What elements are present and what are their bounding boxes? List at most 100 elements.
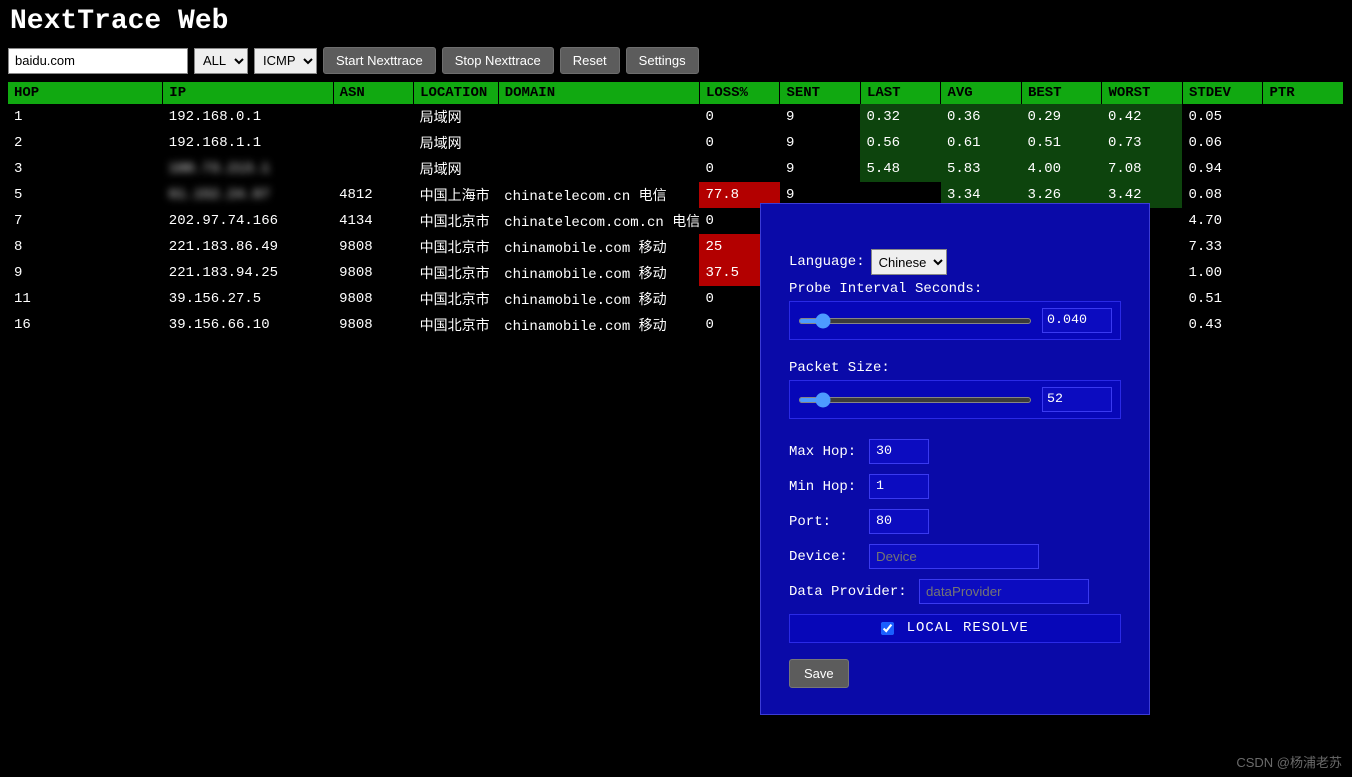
cell-domain: chinamobile.com 移动 [498, 286, 699, 312]
cell-domain: chinatelecom.cn 电信 [498, 182, 699, 208]
cell-location: 中国北京市 [414, 312, 499, 338]
cell-loss: 0 [699, 104, 780, 130]
minhop-input[interactable] [869, 474, 929, 499]
cell-avg: 0.61 [941, 130, 1022, 156]
cell-hop: 9 [8, 260, 163, 286]
cell-domain: chinamobile.com 移动 [498, 234, 699, 260]
table-row: 1192.168.0.1局域网090.320.360.290.420.05 [8, 104, 1344, 130]
local-resolve-checkbox[interactable] [881, 622, 894, 635]
reset-button[interactable]: Reset [560, 47, 620, 74]
cell-hop: 8 [8, 234, 163, 260]
cell-asn [333, 156, 414, 182]
cell-sent: 9 [780, 130, 861, 156]
local-resolve-label: LOCAL RESOLVE [907, 620, 1029, 636]
cell-ptr [1263, 104, 1344, 130]
packet-value-input[interactable] [1042, 387, 1112, 412]
device-input[interactable] [869, 544, 1039, 569]
settings-button[interactable]: Settings [626, 47, 699, 74]
cell-location: 中国北京市 [414, 234, 499, 260]
cell-ip: 221.183.94.25 [163, 260, 333, 286]
page-title: NextTrace Web [0, 0, 1352, 47]
cell-sent: 9 [780, 156, 861, 182]
dataprovider-label: Data Provider: [789, 584, 919, 600]
minhop-label: Min Hop: [789, 479, 869, 495]
cell-asn: 9808 [333, 260, 414, 286]
cell-domain [498, 130, 699, 156]
port-input[interactable] [869, 509, 929, 534]
start-button[interactable]: Start Nexttrace [323, 47, 436, 74]
filter-select[interactable]: ALL [194, 48, 248, 74]
cell-asn: 9808 [333, 312, 414, 338]
protocol-select[interactable]: ICMP [254, 48, 317, 74]
cell-location: 中国北京市 [414, 286, 499, 312]
toolbar: ALL ICMP Start Nexttrace Stop Nexttrace … [0, 47, 1352, 82]
cell-hop: 16 [8, 312, 163, 338]
packet-label: Packet Size: [789, 360, 1121, 376]
cell-asn: 9808 [333, 234, 414, 260]
cell-ip: 221.183.86.49 [163, 234, 333, 260]
cell-asn [333, 130, 414, 156]
cell-sent: 9 [780, 104, 861, 130]
cell-location: 中国北京市 [414, 260, 499, 286]
dataprovider-input[interactable] [919, 579, 1089, 604]
table-row: 2192.168.1.1局域网090.560.610.510.730.06 [8, 130, 1344, 156]
cell-loss: 0 [699, 156, 780, 182]
cell-asn [333, 104, 414, 130]
cell-ptr [1263, 286, 1344, 312]
cell-worst: 7.08 [1102, 156, 1183, 182]
cell-hop: 2 [8, 130, 163, 156]
cell-asn: 4134 [333, 208, 414, 234]
cell-stdev: 0.43 [1182, 312, 1263, 338]
language-label: Language: [789, 254, 865, 270]
cell-ptr [1263, 234, 1344, 260]
cell-location: 局域网 [414, 130, 499, 156]
cell-avg: 0.36 [941, 104, 1022, 130]
target-input[interactable] [8, 48, 188, 74]
maxhop-input[interactable] [869, 439, 929, 464]
cell-ip: 192.168.1.1 [163, 130, 333, 156]
cell-worst: 0.42 [1102, 104, 1183, 130]
cell-stdev: 0.05 [1182, 104, 1263, 130]
stop-button[interactable]: Stop Nexttrace [442, 47, 554, 74]
settings-panel: Language: Chinese Probe Interval Seconds… [760, 203, 1150, 715]
packet-slider[interactable] [798, 397, 1032, 403]
save-button[interactable]: Save [789, 659, 849, 688]
cell-loss: 0 [699, 130, 780, 156]
cell-domain: chinatelecom.com.cn 电信 [498, 208, 699, 234]
header-ptr: PTR [1263, 82, 1344, 104]
local-resolve-row[interactable]: LOCAL RESOLVE [789, 614, 1121, 643]
header-best: BEST [1021, 82, 1102, 104]
cell-domain: chinamobile.com 移动 [498, 260, 699, 286]
cell-last: 0.56 [860, 130, 941, 156]
cell-location: 中国上海市 [414, 182, 499, 208]
cell-domain: chinamobile.com 移动 [498, 312, 699, 338]
probe-value-input[interactable] [1042, 308, 1112, 333]
cell-ip: 100.73.213.1 [163, 156, 333, 182]
cell-hop: 3 [8, 156, 163, 182]
device-label: Device: [789, 549, 869, 565]
header-domain: DOMAIN [498, 82, 699, 104]
cell-domain [498, 104, 699, 130]
cell-ip: 39.156.27.5 [163, 286, 333, 312]
port-label: Port: [789, 514, 869, 530]
cell-ptr [1263, 182, 1344, 208]
language-select[interactable]: Chinese [871, 249, 947, 275]
table-header-row: HOPIPASNLOCATIONDOMAINLOSS%SENTLASTAVGBE… [8, 82, 1344, 104]
header-stdev: STDEV [1182, 82, 1263, 104]
cell-ptr [1263, 130, 1344, 156]
cell-location: 中国北京市 [414, 208, 499, 234]
watermark: CSDN @杨浦老苏 [1236, 752, 1342, 771]
cell-stdev: 0.51 [1182, 286, 1263, 312]
cell-stdev: 0.94 [1182, 156, 1263, 182]
cell-best: 0.29 [1021, 104, 1102, 130]
cell-ptr [1263, 312, 1344, 338]
cell-hop: 1 [8, 104, 163, 130]
probe-slider[interactable] [798, 318, 1032, 324]
cell-ip: 192.168.0.1 [163, 104, 333, 130]
cell-avg: 5.83 [941, 156, 1022, 182]
cell-hop: 5 [8, 182, 163, 208]
cell-stdev: 1.00 [1182, 260, 1263, 286]
cell-ip: 39.156.66.10 [163, 312, 333, 338]
cell-ip: 61.152.24.97 [163, 182, 333, 208]
cell-stdev: 0.06 [1182, 130, 1263, 156]
